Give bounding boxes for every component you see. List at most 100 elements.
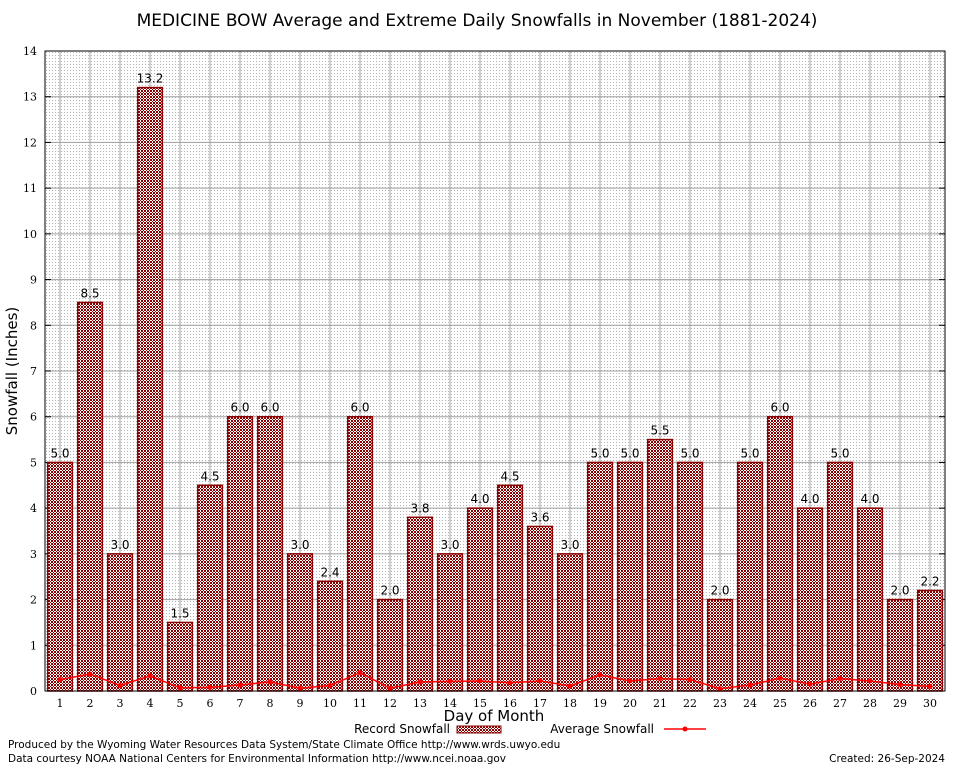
- y-tick-label: 6: [30, 411, 37, 424]
- record-bar: [616, 461, 644, 692]
- x-tick-label: 12: [383, 697, 397, 710]
- x-tick-label: 25: [773, 697, 787, 710]
- y-tick-label: 10: [23, 228, 37, 241]
- record-bar: [736, 461, 764, 692]
- average-point: [747, 682, 753, 688]
- bar-value-label: 3.0: [110, 538, 129, 552]
- record-bar: [166, 621, 194, 692]
- bar-value-labels: 5.0 8.5 3.0 13.2 1.5 4.5 6.0 6.0 3.0 2.4 6.0 2.0 3.8…: [50, 72, 939, 621]
- bar-value-label: 8.5: [80, 286, 99, 300]
- x-tick-label: 1: [57, 697, 64, 710]
- record-bar: [106, 553, 134, 692]
- bar-value-label: 6.0: [770, 401, 789, 415]
- record-bar: [286, 553, 314, 692]
- producer-credit: Produced by the Wyoming Water Resources …: [8, 739, 560, 751]
- average-point: [177, 685, 183, 691]
- record-bar: [556, 553, 584, 692]
- y-tick-label: 3: [30, 548, 37, 561]
- record-bar: [856, 507, 884, 692]
- record-bar: [886, 598, 914, 692]
- average-point: [57, 677, 63, 683]
- y-tick-label: 13: [23, 91, 37, 104]
- bar-value-label: 6.0: [260, 401, 279, 415]
- average-point: [417, 679, 423, 685]
- x-axis-label: Day of Month: [444, 707, 545, 725]
- x-tick-label: 27: [833, 697, 847, 710]
- record-bar: [766, 415, 794, 692]
- average-point: [117, 683, 123, 689]
- average-point: [777, 675, 783, 681]
- x-tick-labels: 1 2 3 4 5 6 7 8 9 10 11 12 13 14 15 16 17 18 19 20 21 22 23 24 2…: [57, 697, 938, 710]
- legend-average-marker: [682, 726, 688, 732]
- record-bar: [196, 484, 224, 692]
- average-point: [687, 677, 693, 683]
- x-tick-label: 15: [473, 697, 487, 710]
- x-tick-label: 5: [177, 697, 184, 710]
- legend: Record Snowfall Average Snowfall: [354, 722, 706, 736]
- average-point: [237, 682, 243, 688]
- record-bar: [916, 589, 944, 692]
- x-tick-label: 4: [147, 697, 154, 710]
- bar-value-label: 4.0: [800, 492, 819, 506]
- record-bar: [376, 598, 404, 692]
- average-point: [477, 678, 483, 684]
- x-tick-label: 24: [743, 697, 757, 710]
- legend-average-label: Average Snowfall: [550, 722, 654, 736]
- x-tick-label: 16: [503, 697, 517, 710]
- average-series-line: [59, 671, 931, 690]
- bar-value-label: 5.0: [680, 446, 699, 460]
- record-bar: [676, 461, 704, 692]
- plot-frame: [44, 50, 946, 692]
- record-bar: [796, 507, 824, 692]
- average-point: [537, 678, 543, 684]
- bar-value-label: 3.8: [410, 501, 429, 515]
- average-point: [447, 678, 453, 684]
- x-tick-label: 29: [893, 697, 907, 710]
- bar-value-label: 2.4: [320, 565, 339, 579]
- y-tick-label: 12: [23, 136, 37, 149]
- average-point: [147, 673, 153, 679]
- bar-value-label: 3.0: [290, 538, 309, 552]
- x-tick-label: 10: [323, 697, 337, 710]
- x-tick-label: 18: [563, 697, 577, 710]
- x-tick-label: 2: [87, 697, 94, 710]
- bar-value-label: 5.0: [620, 446, 639, 460]
- x-tick-label: 26: [803, 697, 817, 710]
- record-bar: [466, 507, 494, 692]
- x-tick-label: 8: [267, 697, 274, 710]
- y-tick-label: 7: [30, 365, 37, 378]
- bar-value-label: 3.0: [440, 538, 459, 552]
- bar-value-label: 4.0: [470, 492, 489, 506]
- y-tick-label: 11: [23, 182, 37, 195]
- x-tick-label: 28: [863, 697, 877, 710]
- chart-title: MEDICINE BOW Average and Extreme Daily S…: [137, 11, 818, 31]
- average-point: [267, 679, 273, 685]
- x-tick-label: 20: [623, 697, 637, 710]
- average-point: [837, 676, 843, 682]
- bar-value-label: 5.0: [50, 446, 69, 460]
- bar-value-label: 4.0: [860, 492, 879, 506]
- y-tick-label: 14: [23, 45, 37, 58]
- x-tick-label: 11: [353, 697, 367, 710]
- x-tick-label: 9: [297, 697, 304, 710]
- average-point: [297, 685, 303, 691]
- bar-value-label: 5.0: [740, 446, 759, 460]
- average-point: [567, 683, 573, 689]
- bar-value-label: 4.5: [500, 469, 519, 483]
- x-tick-label: 30: [923, 697, 937, 710]
- average-point: [207, 684, 213, 690]
- x-tick-label: 23: [713, 697, 727, 710]
- y-tick-label: 0: [30, 685, 37, 698]
- bar-value-label: 3.0: [560, 538, 579, 552]
- bar-value-label: 2.2: [920, 574, 939, 588]
- record-bar: [646, 438, 674, 692]
- record-bar: [706, 598, 734, 692]
- bar-value-label: 6.0: [350, 401, 369, 415]
- record-bar: [526, 525, 554, 692]
- x-tick-label: 17: [533, 697, 547, 710]
- y-tick-label: 2: [30, 594, 37, 607]
- record-bar: [826, 461, 854, 692]
- x-tick-label: 7: [237, 697, 244, 710]
- x-tick-label: 3: [117, 697, 124, 710]
